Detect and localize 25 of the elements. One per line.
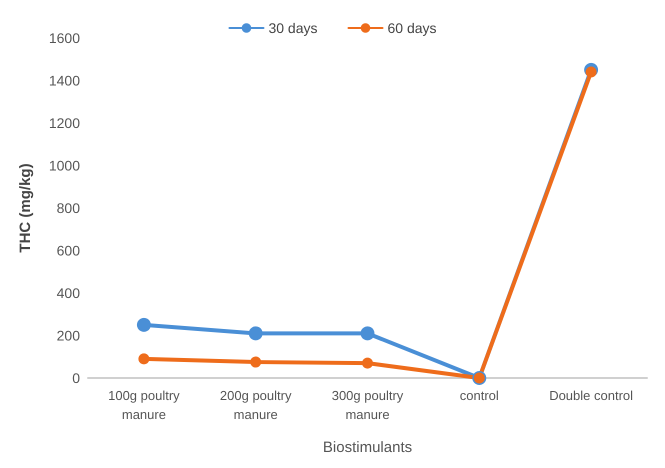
point (248, 326, 263, 340)
x-tick-label: 100g poultry manure (108, 388, 180, 422)
point (138, 353, 150, 364)
point (136, 318, 151, 332)
y-tick-label: 0 (72, 370, 80, 386)
y-tick-label: 200 (56, 328, 80, 344)
y-tick-label: 600 (56, 242, 80, 258)
legend-label: 30 days (268, 20, 318, 36)
y-axis-title: THC (mg/kg) (17, 163, 34, 253)
x-tick-label: 300g poultry manure (332, 388, 404, 422)
y-tick-label: 1000 (48, 158, 80, 174)
point (250, 356, 262, 368)
point (586, 66, 597, 78)
point (360, 326, 374, 340)
x-axis-title: Biostimulants (322, 439, 412, 456)
y-tick-label: 1200 (48, 115, 80, 131)
x-tick-label: control (460, 388, 499, 403)
y-tick-label: 800 (56, 200, 80, 216)
x-tick-label: Double control (549, 388, 634, 403)
point (362, 358, 373, 369)
x-tick-label: 200g poultry manure (220, 388, 292, 422)
y-tick-label: 1400 (48, 72, 80, 88)
y-tick-label: 1600 (48, 30, 80, 46)
legend-label: 60 days (388, 20, 437, 36)
y-tick-label: 400 (56, 285, 80, 301)
